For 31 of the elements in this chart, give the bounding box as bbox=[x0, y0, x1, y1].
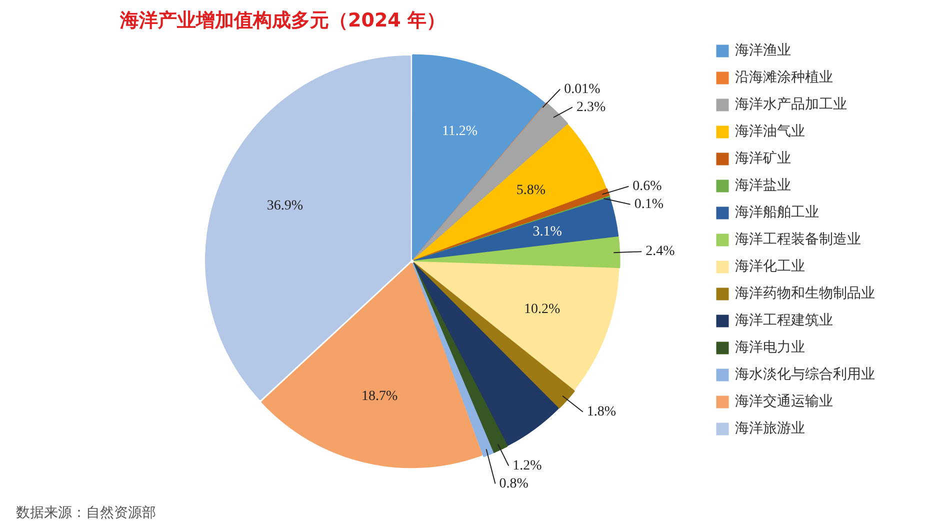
source-note: 数据来源：自然资源部 bbox=[16, 504, 156, 522]
legend-label: 海洋电力业 bbox=[735, 340, 805, 356]
legend-label: 海洋旅游业 bbox=[735, 420, 805, 437]
legend-label: 海洋盐业 bbox=[735, 178, 791, 194]
data-label: 18.7% bbox=[362, 388, 398, 404]
chart-title: 海洋产业增加值构成多元（2024 年） bbox=[119, 9, 446, 32]
legend-label: 海洋油气业 bbox=[735, 124, 805, 140]
legend-label: 海洋化工业 bbox=[735, 258, 805, 275]
data-label: 10.2% bbox=[524, 302, 561, 317]
data-label: 11.2% bbox=[442, 124, 478, 139]
data-label: 3.1% bbox=[532, 224, 562, 240]
legend-label: 海洋水产品加工业 bbox=[735, 96, 847, 113]
legend-label: 海洋工程建筑业 bbox=[735, 312, 833, 329]
legend-label: 海洋交通运输业 bbox=[735, 394, 833, 410]
legend-label: 海洋药物和生物制品业 bbox=[735, 286, 875, 302]
legend-label: 海洋渔业 bbox=[735, 42, 791, 59]
data-label: 2.4% bbox=[646, 244, 676, 260]
data-label: 0.8% bbox=[499, 476, 529, 492]
legend-label: 海洋矿业 bbox=[735, 150, 791, 167]
data-label: 0.1% bbox=[634, 197, 664, 212]
legend-label: 沿海滩涂种植业 bbox=[735, 70, 833, 86]
legend-label: 海洋船舶工业 bbox=[735, 204, 819, 221]
data-label: 1.2% bbox=[512, 458, 542, 474]
legend-label: 海水淡化与综合利用业 bbox=[735, 366, 875, 383]
data-label: 0.01% bbox=[564, 82, 601, 97]
data-label: 0.6% bbox=[632, 179, 662, 194]
data-label: 5.8% bbox=[516, 182, 546, 198]
data-label: 1.8% bbox=[586, 404, 616, 420]
data-label: 36.9% bbox=[266, 198, 304, 214]
data-label: 2.3% bbox=[576, 100, 606, 115]
legend-label: 海洋工程装备制造业 bbox=[735, 232, 861, 248]
